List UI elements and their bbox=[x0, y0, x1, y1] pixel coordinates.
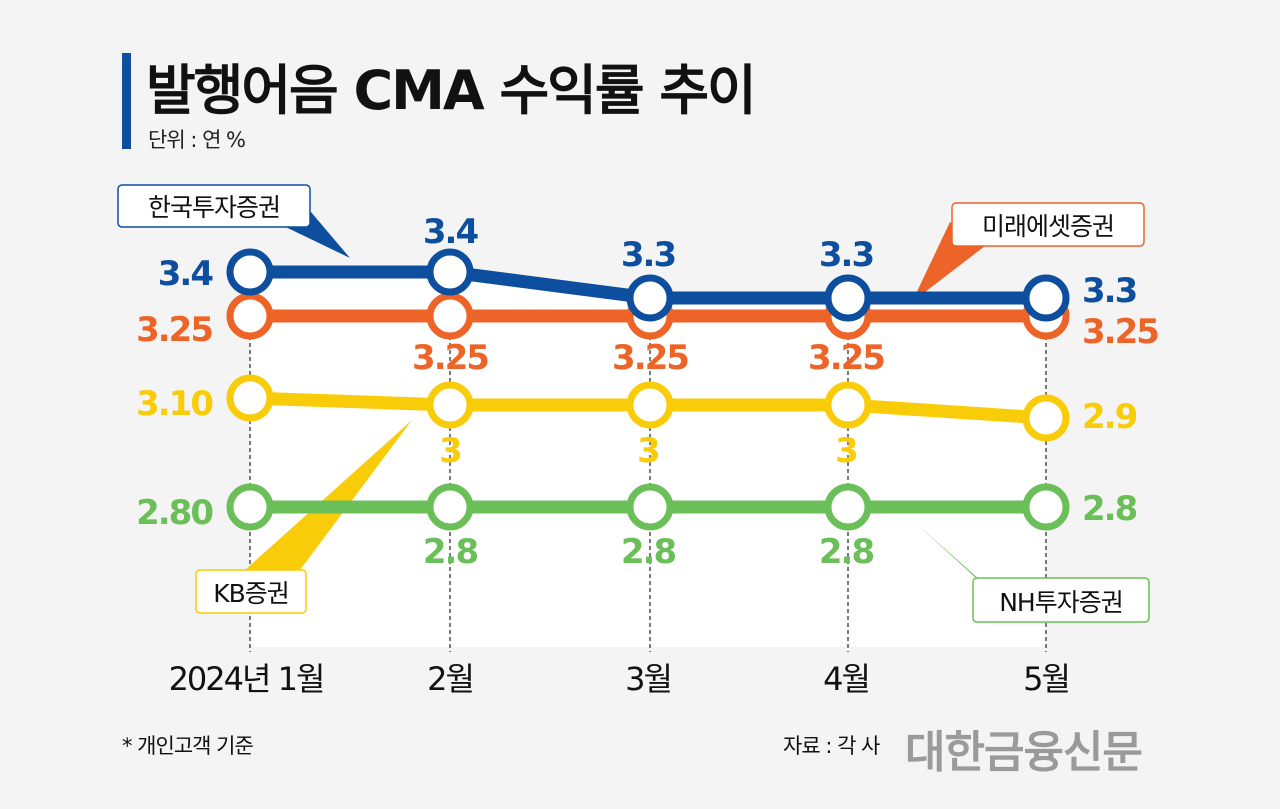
data-label: 2.8 bbox=[621, 532, 676, 572]
plot-background bbox=[250, 272, 1046, 647]
data-label: 3.25 bbox=[412, 338, 488, 378]
series-lines bbox=[226, 248, 1070, 531]
data-label: 3 bbox=[637, 431, 659, 471]
publisher-logo: 대한금융신문 bbox=[905, 727, 1143, 778]
data-label: 3 bbox=[439, 431, 461, 471]
legend-callout-box bbox=[951, 202, 1145, 247]
source-label: 자료 : 각 사 bbox=[783, 734, 880, 758]
x-axis-label: 2024년 1월 bbox=[169, 660, 324, 698]
data-point bbox=[226, 374, 274, 422]
unit-label: 단위 : 연 % bbox=[148, 128, 246, 152]
data-point bbox=[426, 248, 474, 296]
data-label: 3.25 bbox=[612, 338, 688, 378]
data-label: 2.8 bbox=[819, 532, 874, 572]
legend-label: 한국투자증권 bbox=[148, 193, 280, 222]
data-label: 2.8 bbox=[1082, 489, 1137, 529]
data-point bbox=[1022, 274, 1070, 322]
data-point bbox=[1022, 394, 1070, 442]
legend-callout-box bbox=[972, 577, 1150, 623]
legend-label: 미래에셋증권 bbox=[982, 212, 1114, 241]
data-label: 3.4 bbox=[423, 212, 479, 252]
data-point bbox=[426, 483, 474, 531]
data-label: 2.9 bbox=[1082, 397, 1137, 437]
data-label: 3.3 bbox=[819, 235, 873, 275]
title-accent-bar bbox=[122, 53, 131, 149]
data-point bbox=[1022, 483, 1070, 531]
data-point bbox=[824, 483, 872, 531]
data-point bbox=[226, 483, 274, 531]
data-labels: 3.43.43.3 3.33.33.253.25 3.25 3.253.253.103… bbox=[136, 212, 1160, 572]
data-label: 3.3 bbox=[1082, 271, 1136, 311]
data-point bbox=[626, 483, 674, 531]
data-label: 2.8 bbox=[423, 532, 478, 572]
legend-label: KB증권 bbox=[213, 579, 289, 608]
x-axis-label: 5월 bbox=[1023, 660, 1069, 698]
data-point bbox=[226, 292, 274, 340]
data-label: 3.10 bbox=[136, 384, 213, 424]
data-point bbox=[824, 274, 872, 322]
chart-title: 발행어음 CMA 수익률 추이 bbox=[146, 59, 757, 122]
data-label: 3.4 bbox=[158, 254, 214, 294]
data-label: 3 bbox=[835, 431, 857, 471]
data-point bbox=[626, 381, 674, 429]
data-point bbox=[426, 381, 474, 429]
x-axis-label: 3월 bbox=[625, 660, 671, 698]
legend-callout-box bbox=[195, 569, 307, 614]
data-label: 3.25 bbox=[1082, 312, 1158, 352]
data-point bbox=[824, 381, 872, 429]
x-axis-labels: 2024년 1월 2월 3월 4월 5월 bbox=[169, 660, 1071, 698]
data-point bbox=[226, 248, 274, 296]
x-axis-label: 4월 bbox=[823, 660, 869, 698]
legend-callout-box bbox=[117, 184, 311, 228]
data-label: 3.3 bbox=[621, 235, 675, 275]
data-label: 3.25 bbox=[136, 310, 212, 350]
data-point bbox=[626, 274, 674, 322]
data-label: 2.80 bbox=[136, 493, 213, 533]
callout-pointer bbox=[245, 420, 412, 570]
data-label: 3.25 bbox=[808, 338, 884, 378]
data-point bbox=[426, 292, 474, 340]
footnote: * 개인고객 기준 bbox=[122, 734, 254, 758]
x-axis-label: 2월 bbox=[427, 660, 473, 698]
legend-label: NH투자증권 bbox=[999, 588, 1123, 617]
